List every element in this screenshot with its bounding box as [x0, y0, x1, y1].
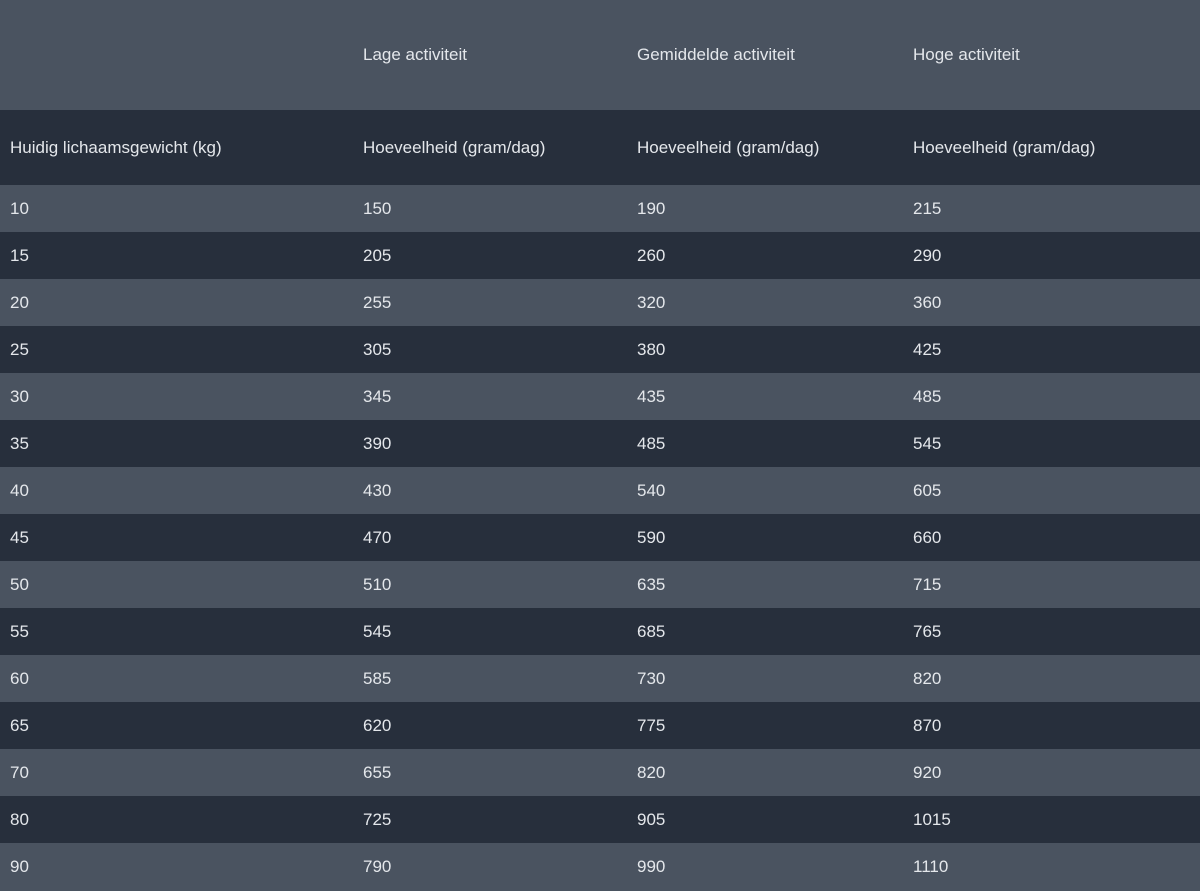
activity-header-row: Lage activiteit Gemiddelde activiteit Ho…	[0, 0, 1200, 110]
weight-cell: 55	[10, 621, 29, 641]
weight-cell: 50	[10, 574, 29, 594]
amount-low-cell: 545	[363, 621, 392, 641]
table-row: 40 430 540 605	[0, 467, 1200, 514]
amount-high-cell: 1015	[913, 809, 951, 829]
amount-high-cell: 820	[913, 668, 942, 688]
weight-cell: 40	[10, 480, 29, 500]
amount-medium-cell: 590	[637, 527, 666, 547]
table-row: 55 545 685 765	[0, 608, 1200, 655]
empty-header-cell	[0, 0, 353, 110]
amount-high-cell: 660	[913, 527, 942, 547]
table-row: 25 305 380 425	[0, 326, 1200, 373]
header-low-activity: Lage activiteit	[363, 45, 467, 64]
weight-cell: 60	[10, 668, 29, 688]
table-row: 70 655 820 920	[0, 749, 1200, 796]
amount-low-cell: 510	[363, 574, 392, 594]
amount-low-cell: 255	[363, 292, 392, 312]
weight-cell: 35	[10, 433, 29, 453]
amount-medium-cell: 775	[637, 715, 666, 735]
table-row: 35 390 485 545	[0, 420, 1200, 467]
table-row: 90 790 990 1110	[0, 843, 1200, 891]
amount-high-cell: 605	[913, 480, 942, 500]
weight-cell: 20	[10, 292, 29, 312]
amount-medium-cell: 320	[637, 292, 666, 312]
header-weight: Huidig lichaamsgewicht (kg)	[10, 137, 222, 157]
table-row: 30 345 435 485	[0, 373, 1200, 420]
amount-low-cell: 390	[363, 433, 392, 453]
amount-medium-cell: 260	[637, 245, 666, 265]
table-row: 65 620 775 870	[0, 702, 1200, 749]
amount-high-cell: 360	[913, 292, 942, 312]
header-amount-high: Hoeveelheid (gram/dag)	[913, 137, 1096, 157]
amount-high-cell: 765	[913, 621, 942, 641]
amount-low-cell: 345	[363, 386, 392, 406]
amount-low-cell: 725	[363, 809, 392, 829]
amount-high-cell: 920	[913, 762, 942, 782]
table-row: 10 150 190 215	[0, 185, 1200, 232]
weight-cell: 15	[10, 245, 29, 265]
amount-medium-cell: 190	[637, 198, 666, 218]
weight-cell: 45	[10, 527, 29, 547]
header-high-activity: Hoge activiteit	[913, 45, 1020, 64]
amount-low-cell: 655	[363, 762, 392, 782]
weight-cell: 30	[10, 386, 29, 406]
amount-low-cell: 150	[363, 198, 392, 218]
header-amount-low: Hoeveelheid (gram/dag)	[363, 137, 546, 157]
weight-cell: 10	[10, 198, 29, 218]
amount-medium-cell: 540	[637, 480, 666, 500]
amount-low-cell: 470	[363, 527, 392, 547]
amount-medium-cell: 685	[637, 621, 666, 641]
amount-medium-cell: 730	[637, 668, 666, 688]
amount-high-cell: 215	[913, 198, 942, 218]
amount-medium-cell: 380	[637, 339, 666, 359]
table-row: 50 510 635 715	[0, 561, 1200, 608]
weight-cell: 80	[10, 809, 29, 829]
amount-high-cell: 425	[913, 339, 942, 359]
amount-low-cell: 430	[363, 480, 392, 500]
header-medium-activity: Gemiddelde activiteit	[637, 45, 795, 64]
table-row: 80 725 905 1015	[0, 796, 1200, 843]
amount-medium-cell: 485	[637, 433, 666, 453]
amount-low-cell: 305	[363, 339, 392, 359]
column-header-row: Huidig lichaamsgewicht (kg) Hoeveelheid …	[0, 110, 1200, 185]
amount-medium-cell: 990	[637, 857, 666, 876]
amount-low-cell: 205	[363, 245, 392, 265]
amount-low-cell: 790	[363, 857, 392, 876]
weight-cell: 25	[10, 339, 29, 359]
header-amount-medium: Hoeveelheid (gram/dag)	[637, 137, 820, 157]
amount-high-cell: 290	[913, 245, 942, 265]
weight-cell: 65	[10, 715, 29, 735]
amount-high-cell: 1110	[913, 857, 949, 876]
table-row: 60 585 730 820	[0, 655, 1200, 702]
table-row: 20 255 320 360	[0, 279, 1200, 326]
amount-low-cell: 620	[363, 715, 392, 735]
amount-medium-cell: 905	[637, 809, 666, 829]
amount-high-cell: 485	[913, 386, 942, 406]
amount-low-cell: 585	[363, 668, 392, 688]
table-row: 15 205 260 290	[0, 232, 1200, 279]
amount-medium-cell: 435	[637, 386, 666, 406]
amount-high-cell: 870	[913, 715, 942, 735]
weight-cell: 70	[10, 762, 29, 782]
amount-high-cell: 715	[913, 574, 942, 594]
amount-high-cell: 545	[913, 433, 942, 453]
amount-medium-cell: 820	[637, 762, 666, 782]
weight-cell: 90	[10, 857, 29, 876]
table-row: 45 470 590 660	[0, 514, 1200, 561]
amount-medium-cell: 635	[637, 574, 666, 594]
